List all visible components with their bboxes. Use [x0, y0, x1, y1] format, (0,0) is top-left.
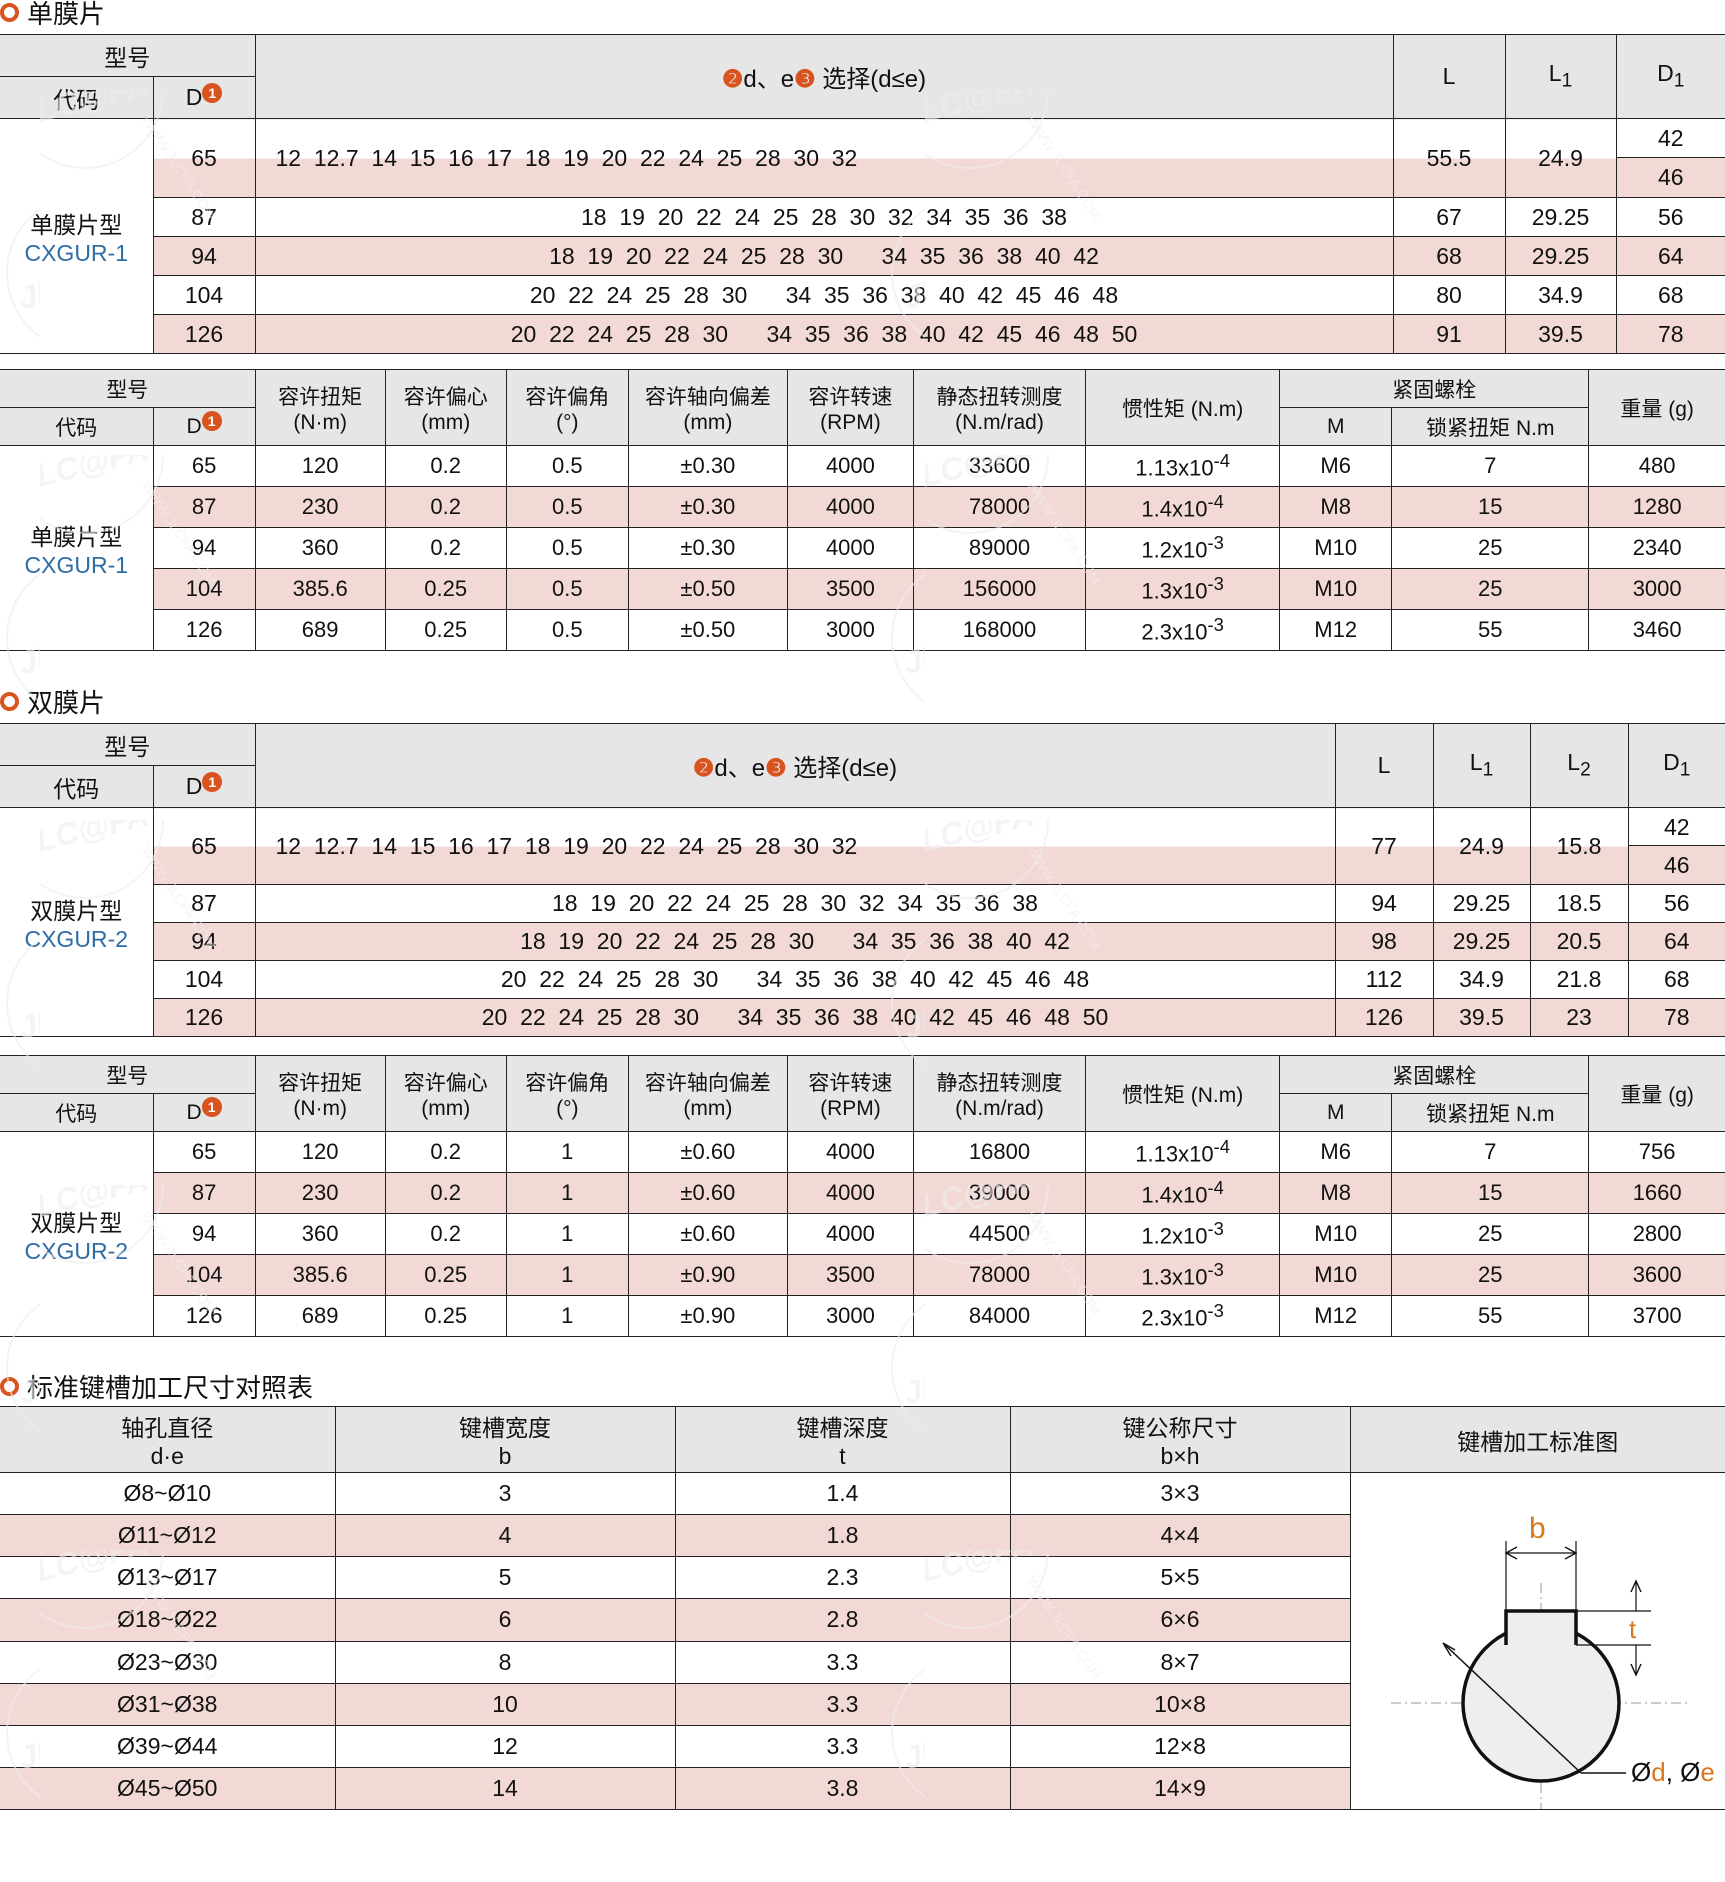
svg-text:t: t	[1629, 1614, 1637, 1644]
svg-text:b: b	[1529, 1512, 1546, 1545]
svg-text:Ød, Øe: Ød, Øe	[1631, 1757, 1715, 1787]
